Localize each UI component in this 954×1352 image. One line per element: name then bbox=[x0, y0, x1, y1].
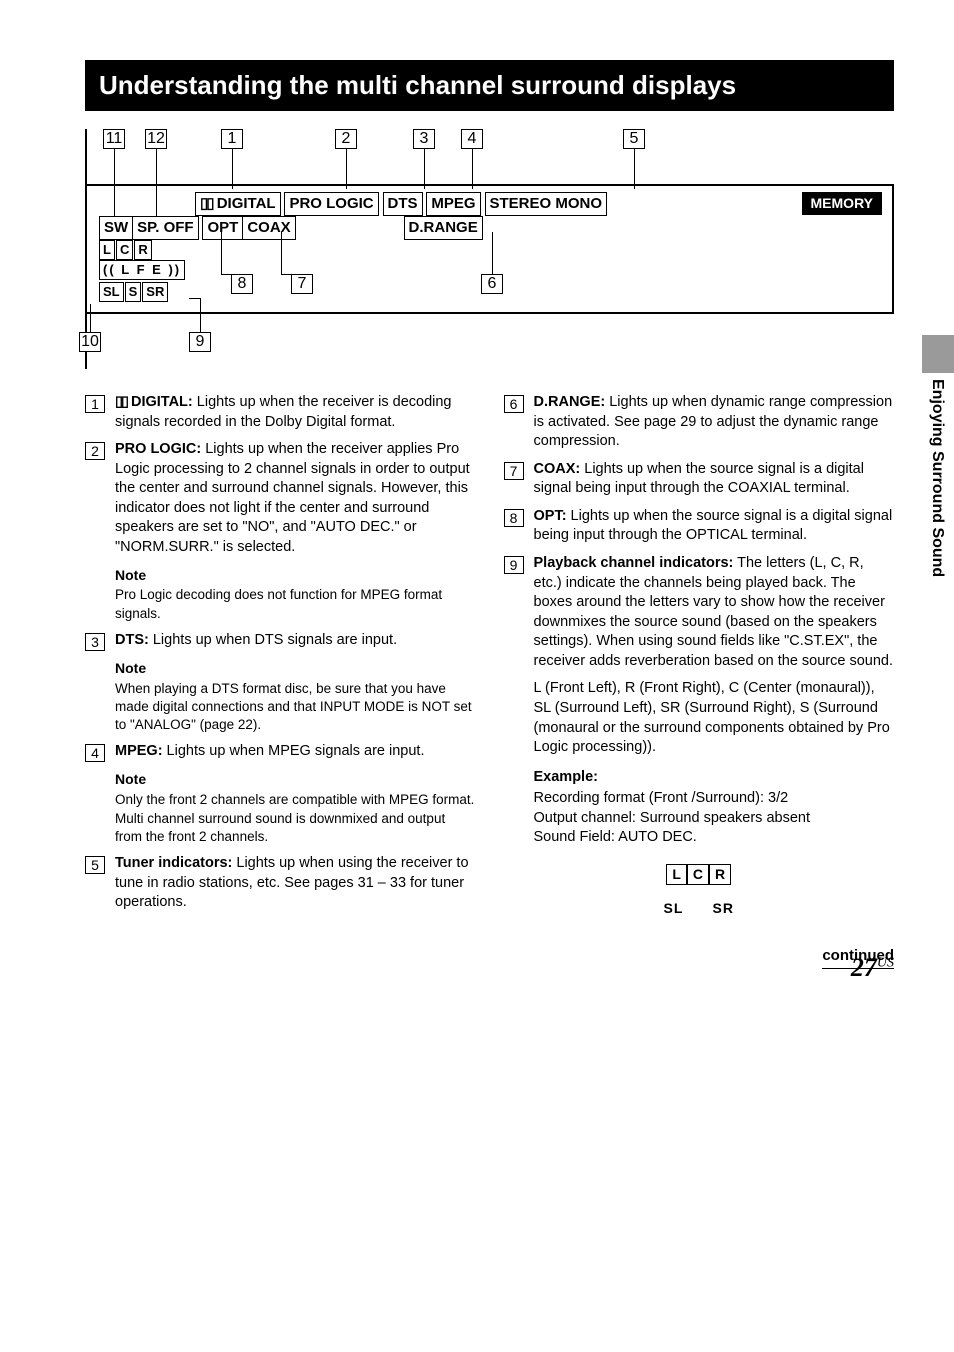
lcd-diagram: 11 12 1 2 3 4 5 ▯▯ DIGITAL PRO LOGIC DTS… bbox=[85, 129, 894, 369]
side-tab: Enjoying Surround Sound bbox=[922, 335, 954, 615]
note-body-2: Pro Logic decoding does not function for… bbox=[115, 586, 476, 622]
callout-12: 12 bbox=[145, 129, 167, 149]
item-2: 2 PRO LOGIC: Lights up when the receiver… bbox=[85, 440, 476, 557]
page-number: 27US bbox=[851, 950, 894, 985]
callout-1: 1 bbox=[221, 129, 243, 149]
dolby-digital-indicator: ▯▯ DIGITAL bbox=[195, 192, 281, 216]
item-num-3: 3 bbox=[85, 633, 105, 651]
item-9-sub: L (Front Left), R (Front Right), C (Cent… bbox=[534, 679, 895, 757]
ex-row2: SL SR bbox=[504, 899, 895, 918]
ch-sr: SR bbox=[142, 282, 168, 302]
lcd-panel: ▯▯ DIGITAL PRO LOGIC DTS MPEG STEREO MON… bbox=[87, 184, 894, 314]
side-tab-text: Enjoying Surround Sound bbox=[926, 379, 948, 577]
stereo-mono-indicator: STEREO MONO bbox=[485, 192, 608, 216]
lcd-row5: SLSSR bbox=[99, 282, 169, 302]
ch-c: C bbox=[116, 240, 133, 260]
callout-9: 9 bbox=[189, 332, 211, 352]
callout-top-row: 11 12 1 2 3 4 5 bbox=[87, 129, 894, 184]
page-title: Understanding the multi channel surround… bbox=[85, 60, 894, 111]
sw-indicator: SW bbox=[99, 216, 133, 240]
item-num-9: 9 bbox=[504, 556, 524, 574]
lcd-row3: LCR bbox=[99, 240, 153, 260]
callout-11: 11 bbox=[103, 129, 125, 149]
item-9: 9 Playback channel indicators: The lette… bbox=[504, 554, 895, 671]
item-num-4: 4 bbox=[85, 744, 105, 762]
item-body-7: COAX: Lights up when the source signal i… bbox=[534, 460, 895, 499]
ex-ch-r: R bbox=[709, 864, 731, 885]
note-head-2: Note bbox=[115, 566, 476, 585]
item-body-8: OPT: Lights up when the source signal is… bbox=[534, 507, 895, 546]
example-channels: LCR SL SR bbox=[504, 864, 895, 918]
callout-bottom-row: 8 7 6 10 9 bbox=[87, 314, 894, 369]
spoff-indicator: SP. OFF bbox=[133, 216, 198, 240]
item-5: 5 Tuner indicators: Lights up when using… bbox=[85, 854, 476, 913]
item-6: 6 D.RANGE: Lights up when dynamic range … bbox=[504, 393, 895, 452]
ch-sl: SL bbox=[99, 282, 124, 302]
example-head: Example: bbox=[534, 768, 895, 788]
callout-2: 2 bbox=[335, 129, 357, 149]
callout-10: 10 bbox=[79, 332, 101, 352]
lcd-row2: SWSP. OFF OPTCOAX D.RANGE bbox=[99, 216, 882, 240]
callout-6: 6 bbox=[481, 274, 503, 294]
callout-8: 8 bbox=[231, 274, 253, 294]
drange-indicator: D.RANGE bbox=[404, 216, 483, 240]
note-head-3: Note bbox=[115, 659, 476, 678]
item-body-4: MPEG: Lights up when MPEG signals are in… bbox=[115, 742, 476, 762]
lcd-row1: ▯▯ DIGITAL PRO LOGIC DTS MPEG STEREO MON… bbox=[99, 192, 882, 216]
item-body-3: DTS: Lights up when DTS signals are inpu… bbox=[115, 631, 476, 651]
note-body-3: When playing a DTS format disc, be sure … bbox=[115, 680, 476, 735]
item-num-6: 6 bbox=[504, 395, 524, 413]
note-body-4: Only the front 2 channels are compatible… bbox=[115, 791, 476, 846]
item-num-1: 1 bbox=[85, 395, 105, 413]
example-body: Recording format (Front /Surround): 3/2 … bbox=[534, 789, 895, 848]
item-3: 3 DTS: Lights up when DTS signals are in… bbox=[85, 631, 476, 651]
ex-ch-l: L bbox=[666, 864, 687, 885]
item-body-5: Tuner indicators: Lights up when using t… bbox=[115, 854, 476, 913]
lcd-row4: (( L F E )) bbox=[99, 260, 186, 280]
opt-indicator: OPT bbox=[202, 216, 243, 240]
item-8: 8 OPT: Lights up when the source signal … bbox=[504, 507, 895, 546]
ex-ch-c: C bbox=[687, 864, 709, 885]
item-body-1: ▯▯ DIGITAL: Lights up when the receiver … bbox=[115, 393, 476, 432]
description-columns: 1 ▯▯ DIGITAL: Lights up when the receive… bbox=[85, 393, 894, 969]
item-body-2: PRO LOGIC: Lights up when the receiver a… bbox=[115, 440, 476, 557]
side-tab-marker bbox=[922, 335, 954, 373]
item-1: 1 ▯▯ DIGITAL: Lights up when the receive… bbox=[85, 393, 476, 432]
prologic-indicator: PRO LOGIC bbox=[284, 192, 378, 216]
memory-indicator: MEMORY bbox=[802, 192, 882, 215]
item-num-7: 7 bbox=[504, 462, 524, 480]
item-num-5: 5 bbox=[85, 856, 105, 874]
item-num-8: 8 bbox=[504, 509, 524, 527]
item-body-9: Playback channel indicators: The letters… bbox=[534, 554, 895, 671]
callout-7: 7 bbox=[291, 274, 313, 294]
callout-5: 5 bbox=[623, 129, 645, 149]
ch-lfe: (( L F E )) bbox=[99, 260, 185, 280]
callout-3: 3 bbox=[413, 129, 435, 149]
ch-l: L bbox=[99, 240, 115, 260]
dts-indicator: DTS bbox=[383, 192, 423, 216]
item-num-2: 2 bbox=[85, 442, 105, 460]
left-column: 1 ▯▯ DIGITAL: Lights up when the receive… bbox=[85, 393, 476, 969]
coax-indicator: COAX bbox=[243, 216, 295, 240]
note-head-4: Note bbox=[115, 770, 476, 789]
callout-4: 4 bbox=[461, 129, 483, 149]
ch-r: R bbox=[134, 240, 151, 260]
item-body-6: D.RANGE: Lights up when dynamic range co… bbox=[534, 393, 895, 452]
mpeg-indicator: MPEG bbox=[426, 192, 480, 216]
item-7: 7 COAX: Lights up when the source signal… bbox=[504, 460, 895, 499]
ch-s: S bbox=[125, 282, 142, 302]
item-4: 4 MPEG: Lights up when MPEG signals are … bbox=[85, 742, 476, 762]
right-column: 6 D.RANGE: Lights up when dynamic range … bbox=[504, 393, 895, 969]
